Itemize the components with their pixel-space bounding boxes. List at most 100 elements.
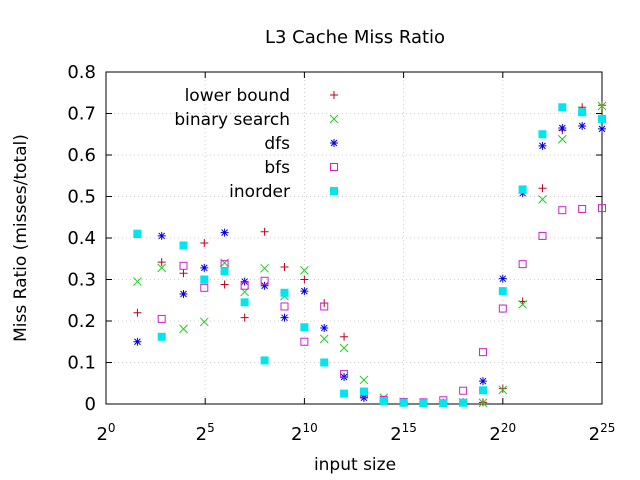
point-lower-bound [133, 308, 142, 317]
point-binary-search [220, 258, 229, 268]
point-inorder [538, 130, 547, 139]
point-inorder [439, 399, 448, 408]
point-binary-search [179, 324, 188, 334]
point-binary-search [133, 277, 142, 286]
point-dfs [133, 337, 142, 346]
legend: lower bound binary search dfs bfs inorder [174, 86, 339, 202]
grid [106, 72, 602, 404]
point-inorder [340, 389, 349, 398]
point-dfs [478, 377, 487, 386]
point-binary-search [359, 375, 369, 385]
point-inorder [359, 387, 368, 396]
x-tick-label: 25 [196, 421, 215, 445]
point-inorder [300, 323, 309, 332]
y-tick-label: 0.2 [67, 311, 96, 332]
point-dfs [558, 124, 567, 133]
point-bfs [478, 348, 487, 357]
point-binary-search [557, 134, 567, 144]
x-tick-label: 210 [291, 421, 318, 445]
legend-marker-inorder [330, 187, 338, 195]
point-dfs [498, 274, 507, 283]
point-lower-bound [179, 269, 188, 278]
point-inorder [179, 241, 188, 250]
point-dfs [157, 231, 166, 240]
point-binary-search [199, 317, 209, 327]
point-dfs [359, 393, 368, 402]
point-inorder [518, 185, 527, 194]
legend-label-bfs: bfs [264, 158, 290, 178]
point-inorder [459, 398, 468, 407]
point-bfs [598, 204, 606, 213]
point-dfs [340, 373, 349, 382]
y-axis-label: Miss Ratio (misses/total) [11, 134, 31, 342]
point-dfs [538, 141, 547, 150]
y-tick-label: 0 [85, 394, 96, 415]
point-bfs [220, 260, 229, 269]
point-inorder [419, 399, 428, 408]
x-axis-label: input size [314, 455, 396, 475]
point-lower-bound [220, 280, 229, 289]
y-tick-label: 0.1 [67, 353, 96, 374]
series-bfs [133, 204, 606, 407]
point-lower-bound [280, 263, 289, 272]
point-bfs [240, 281, 249, 290]
point-binary-search [300, 266, 309, 275]
point-dfs [578, 121, 587, 130]
point-dfs [240, 277, 249, 286]
legend-label-dfs: dfs [264, 134, 290, 154]
point-inorder [240, 298, 249, 307]
point-binary-search [157, 263, 167, 273]
point-lower-bound [598, 101, 606, 110]
x-tick-label: 225 [589, 421, 616, 445]
point-lower-bound [157, 258, 166, 267]
point-bfs [518, 260, 527, 269]
point-dfs [320, 324, 329, 333]
point-inorder [498, 287, 507, 296]
legend-marker-bfs [330, 163, 338, 171]
point-inorder [220, 267, 229, 276]
point-inorder [260, 356, 269, 365]
point-bfs [200, 283, 209, 292]
legend-marker-binary-search [329, 114, 339, 124]
point-dfs [280, 313, 289, 322]
legend-label-binary-search: binary search [174, 110, 290, 130]
point-bfs [498, 304, 507, 313]
y-tick-label: 0.7 [67, 104, 96, 125]
point-binary-search [538, 195, 547, 204]
point-inorder [280, 288, 289, 297]
point-binary-search [339, 343, 349, 353]
point-bfs [578, 204, 587, 213]
point-dfs [260, 281, 269, 290]
point-inorder [598, 114, 606, 123]
series-inorder [133, 103, 606, 408]
point-inorder [320, 358, 329, 367]
x-tick-label: 215 [390, 421, 417, 445]
point-binary-search [478, 398, 488, 408]
point-bfs [260, 276, 269, 285]
x-tick-label: 20 [96, 421, 115, 445]
point-lower-bound [498, 384, 507, 393]
point-dfs [300, 287, 309, 296]
y-tick-label: 0.4 [67, 228, 96, 249]
point-lower-bound [200, 238, 209, 247]
y-tick-label: 0.6 [67, 145, 96, 166]
legend-marker-lower-bound [330, 91, 338, 99]
chart-title: L3 Cache Miss Ratio [265, 27, 445, 48]
point-binary-search [498, 385, 508, 395]
point-bfs [157, 314, 166, 323]
point-lower-bound [300, 275, 309, 284]
point-inorder [478, 386, 487, 395]
series-dfs [133, 121, 606, 407]
legend-label-inorder: inorder [229, 182, 290, 202]
point-inorder [379, 397, 388, 406]
point-lower-bound [538, 184, 547, 193]
legend-marker-dfs [330, 139, 338, 147]
y-tick-label: 0.3 [67, 270, 96, 291]
point-bfs [459, 386, 468, 395]
point-bfs [538, 231, 547, 240]
x-tick-label: 220 [489, 421, 516, 445]
point-lower-bound [260, 227, 269, 236]
point-lower-bound [340, 332, 349, 341]
